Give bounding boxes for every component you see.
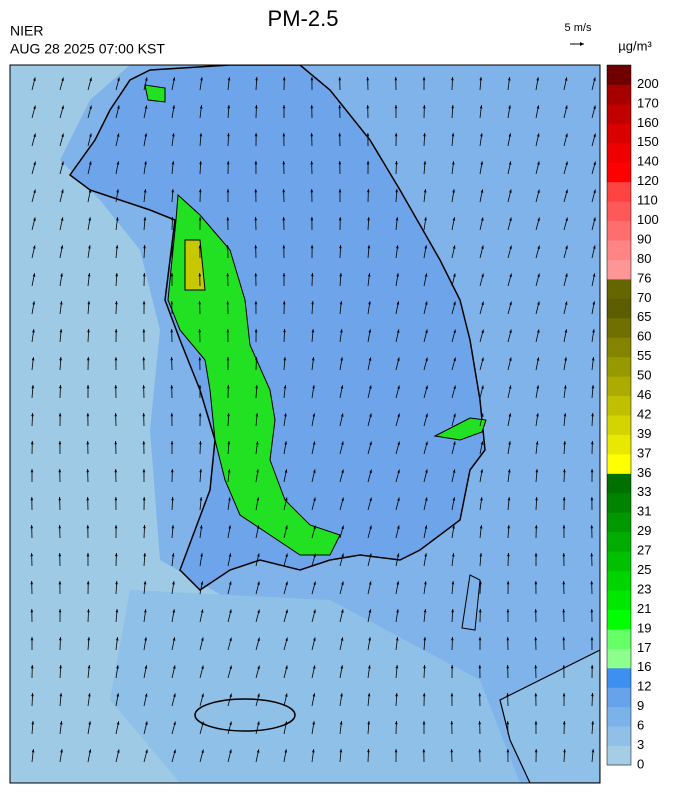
colorbar-label: 27 — [637, 543, 651, 558]
colorbar-swatch — [607, 65, 631, 85]
colorbar-label: 6 — [637, 718, 644, 733]
colorbar-label: 19 — [637, 620, 651, 635]
colorbar-swatch — [607, 162, 631, 182]
timestamp: AUG 28 2025 07:00 KST — [10, 41, 165, 57]
colorbar-swatch — [607, 201, 631, 221]
unit: µg/m³ — [618, 38, 652, 53]
colorbar-swatch — [607, 590, 631, 610]
colorbar-label: 3 — [637, 737, 644, 752]
island — [195, 699, 295, 731]
colorbar-label: 160 — [637, 115, 659, 130]
colorbar-label: 12 — [637, 679, 651, 694]
map — [10, 65, 600, 783]
colorbar-label: 25 — [637, 562, 651, 577]
colorbar-swatch — [607, 240, 631, 260]
wind-reference: 5 m/s — [565, 22, 592, 34]
colorbar-swatch — [607, 415, 631, 435]
colorbar-swatch — [607, 357, 631, 377]
colorbar-swatch — [607, 687, 631, 707]
colorbar-label: 23 — [637, 581, 651, 596]
colorbar-swatch — [607, 318, 631, 338]
colorbar-swatch — [607, 279, 631, 299]
colorbar-swatch — [607, 473, 631, 493]
colorbar-label: 76 — [637, 270, 651, 285]
colorbar-swatch — [607, 532, 631, 552]
colorbar-label: 46 — [637, 387, 651, 402]
colorbar-swatch — [607, 648, 631, 668]
colorbar-swatch — [607, 298, 631, 318]
colorbar-swatch — [607, 396, 631, 416]
source: NIER — [10, 23, 43, 39]
colorbar-swatch — [607, 629, 631, 649]
high-pm-area — [145, 85, 165, 102]
colorbar-swatch — [607, 726, 631, 746]
colorbar-swatch — [607, 259, 631, 279]
colorbar-label: 150 — [637, 134, 659, 149]
colorbar-swatch — [607, 104, 631, 124]
colorbar-swatch — [607, 434, 631, 454]
colorbar-swatch — [607, 668, 631, 688]
wind-reference-arrowhead — [580, 42, 584, 46]
colorbar-label: 16 — [637, 659, 651, 674]
colorbar-swatch — [607, 571, 631, 591]
colorbar-swatch — [607, 551, 631, 571]
colorbar-label: 36 — [637, 465, 651, 480]
colorbar-swatch — [607, 123, 631, 143]
colorbar-label: 80 — [637, 251, 651, 266]
title: PM-2.5 — [268, 6, 339, 31]
colorbar-label: 50 — [637, 368, 651, 383]
colorbar-label: 0 — [637, 756, 644, 771]
colorbar-label: 33 — [637, 484, 651, 499]
colorbar-label: 60 — [637, 329, 651, 344]
colorbar-label: 55 — [637, 348, 651, 363]
colorbar-swatch — [607, 376, 631, 396]
colorbar-label: 90 — [637, 231, 651, 246]
colorbar-swatch — [607, 143, 631, 163]
colorbar-label: 120 — [637, 173, 659, 188]
colorbar-swatch — [607, 84, 631, 104]
colorbar-swatch — [607, 182, 631, 202]
colorbar-swatch — [607, 512, 631, 532]
colorbar-label: 29 — [637, 523, 651, 538]
colorbar-swatch — [607, 746, 631, 766]
colorbar-label: 100 — [637, 212, 659, 227]
colorbar-swatch — [607, 493, 631, 513]
colorbar-label: 110 — [637, 193, 658, 208]
colorbar-swatch — [607, 707, 631, 727]
colorbar-swatch — [607, 337, 631, 357]
colorbar-swatch — [607, 609, 631, 629]
colorbar-label: 39 — [637, 426, 651, 441]
colorbar-label: 140 — [637, 154, 659, 169]
colorbar-label: 70 — [637, 290, 651, 305]
colorbar-swatch — [607, 221, 631, 241]
colorbar-label: 9 — [637, 698, 644, 713]
colorbar-label: 21 — [637, 601, 651, 616]
colorbar-label: 31 — [637, 504, 651, 519]
colorbar-label: 200 — [637, 76, 659, 91]
colorbar-label: 17 — [637, 640, 651, 655]
colorbar-label: 65 — [637, 309, 651, 324]
colorbar-label: 42 — [637, 406, 651, 421]
colorbar-swatch — [607, 454, 631, 474]
colorbar-label: 170 — [637, 95, 659, 110]
colorbar: 0369121617192123252729313336373942465055… — [607, 65, 659, 771]
colorbar-label: 37 — [637, 445, 651, 460]
